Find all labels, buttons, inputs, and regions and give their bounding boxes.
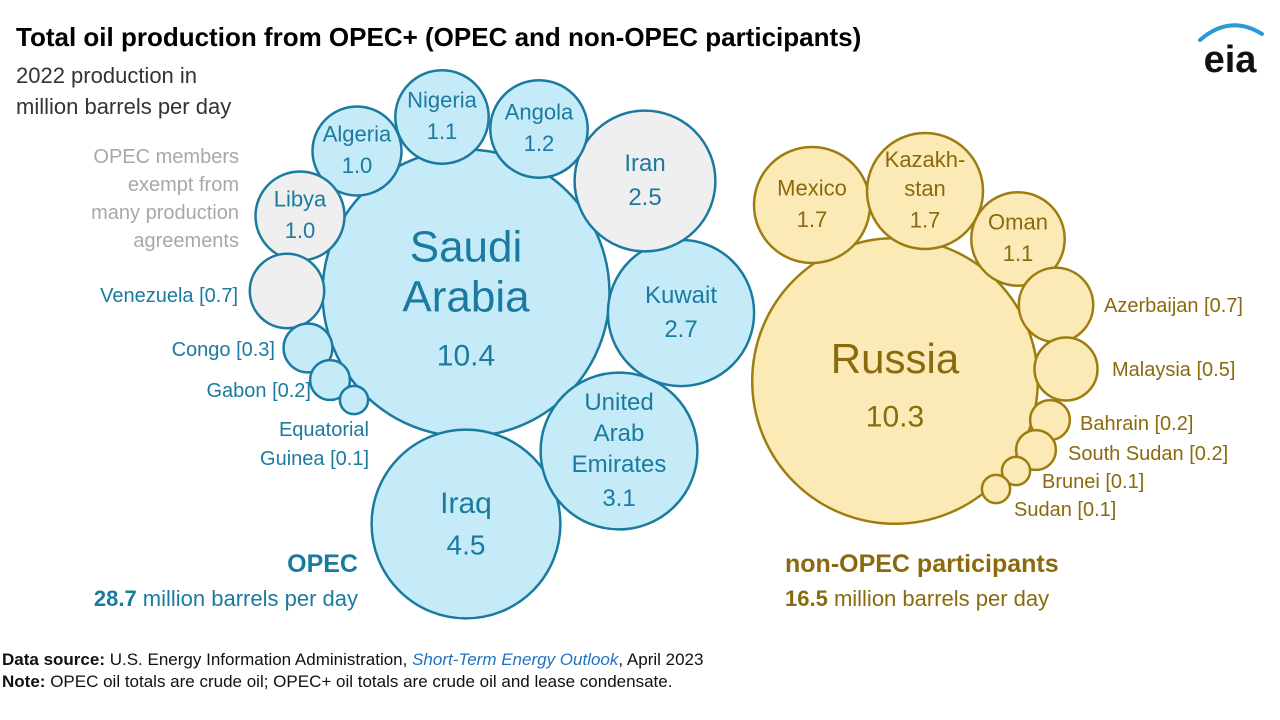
- data-source-label: Data source:: [2, 650, 105, 669]
- bubble-label-kazakhstan: stan: [904, 176, 946, 201]
- nonopec-group-label: non-OPEC participants: [785, 550, 1059, 578]
- bubble-congo: [282, 322, 334, 374]
- bubble-value-oman: 1.1: [1003, 241, 1034, 266]
- bubble-kazakhstan: [865, 131, 985, 251]
- bubble-azerbaijan: [1017, 266, 1095, 344]
- data-source-text: U.S. Energy Information Administration,: [109, 650, 408, 669]
- bubble-value-mexico: 1.7: [797, 207, 828, 232]
- bubble-venezuela: [248, 252, 326, 330]
- bubble-brunei: [1000, 455, 1032, 487]
- bubble-label-iraq: Iraq: [440, 487, 492, 520]
- bubble-sudan: [980, 473, 1012, 505]
- bubble-united-arab-emirates: [539, 371, 699, 531]
- data-source-date: , April 2023: [618, 650, 704, 669]
- bubble-label-venezuela: Venezuela [0.7]: [100, 285, 238, 307]
- opec-group-label: OPEC: [287, 550, 358, 578]
- bubble-angola: [489, 79, 589, 179]
- bubble-equatorial-guinea: [338, 384, 370, 416]
- eia-logo-text: eia: [1204, 39, 1258, 78]
- bubble-label-saudi-arabia: Saudi: [410, 223, 523, 272]
- bubble-value-saudi-arabia: 10.4: [437, 339, 495, 372]
- bubble-kuwait: [606, 238, 756, 388]
- note-label: Note:: [2, 672, 46, 691]
- exempt-note-line: agreements: [133, 230, 239, 252]
- note-line: Note: OPEC oil totals are crude oil; OPE…: [2, 671, 703, 693]
- data-source-line: Data source: U.S. Energy Information Adm…: [2, 649, 703, 671]
- bubble-label-iran: Iran: [624, 150, 665, 177]
- bubble-malaysia: [1033, 336, 1099, 402]
- nonopec-total-unit: million barrels per day: [828, 586, 1049, 611]
- bubble-label-equatorial-guinea: Equatorial: [279, 419, 369, 441]
- bubble-label-brunei: Brunei [0.1]: [1042, 471, 1144, 493]
- bubble-label-azerbaijan: Azerbaijan [0.7]: [1104, 295, 1243, 317]
- data-source-publication: Short-Term Energy Outlook: [412, 650, 619, 669]
- bubble-value-nigeria: 1.1: [427, 119, 458, 144]
- bubble-label-nigeria: Nigeria: [407, 87, 477, 112]
- exempt-note-line: many production: [91, 202, 239, 224]
- bubble-label-south-sudan: South Sudan [0.2]: [1068, 443, 1228, 465]
- bubble-label-oman: Oman: [988, 209, 1048, 234]
- subtitle-line-1: 2022 production in: [16, 63, 198, 88]
- nonopec-total-value: 16.5: [785, 586, 828, 611]
- opec-total-value: 28.7: [94, 586, 137, 611]
- bubble-label-united-arab-emirates: Emirates: [572, 451, 667, 478]
- bubble-algeria: [311, 105, 403, 197]
- bubble-gabon: [308, 358, 352, 402]
- bubble-label-congo: Congo [0.3]: [172, 339, 275, 361]
- bubble-iran: [573, 109, 717, 253]
- bubble-label-gabon: Gabon [0.2]: [206, 380, 311, 402]
- bubble-label-sudan: Sudan [0.1]: [1014, 499, 1116, 521]
- bubble-label-kazakhstan: Kazakh-: [885, 147, 966, 172]
- chart-subtitle: 2022 production in million barrels per d…: [16, 60, 316, 122]
- nonopec-total: 16.5 million barrels per day: [785, 586, 1049, 611]
- opec-total: 28.7 million barrels per day: [94, 586, 358, 611]
- eia-logo-arc: [1198, 23, 1264, 42]
- exempt-note-line: OPEC members: [93, 146, 239, 168]
- bubble-value-russia: 10.3: [866, 401, 924, 434]
- bubble-label-equatorial-guinea: Guinea [0.1]: [260, 448, 369, 470]
- bubble-label-libya: Libya: [274, 186, 327, 211]
- bubble-value-kuwait: 2.7: [664, 316, 697, 343]
- subtitle-line-2: million barrels per day: [16, 94, 232, 119]
- chart-footer: Data source: U.S. Energy Information Adm…: [2, 649, 703, 693]
- bubble-label-saudi-arabia: Arabia: [402, 273, 530, 322]
- bubble-label-angola: Angola: [505, 99, 574, 124]
- bubble-value-libya: 1.0: [285, 218, 316, 243]
- chart-title: Total oil production from OPEC+ (OPEC an…: [16, 22, 862, 52]
- bubble-label-united-arab-emirates: United: [584, 389, 653, 416]
- bubble-libya: [254, 170, 346, 262]
- bubble-value-iran: 2.5: [628, 184, 661, 211]
- bubble-label-bahrain: Bahrain [0.2]: [1080, 413, 1193, 435]
- bubble-value-angola: 1.2: [524, 131, 555, 156]
- bubble-iraq: [370, 428, 562, 620]
- note-text: OPEC oil totals are crude oil; OPEC+ oil…: [50, 672, 673, 691]
- exempt-note-line: exempt from: [128, 174, 239, 196]
- bubble-label-kuwait: Kuwait: [645, 282, 717, 309]
- bubble-label-united-arab-emirates: Arab: [594, 420, 645, 447]
- bubble-nigeria: [394, 69, 490, 165]
- eia-logo: eia: [1198, 23, 1264, 78]
- bubble-label-algeria: Algeria: [323, 121, 392, 146]
- bubble-mexico: [752, 145, 872, 265]
- opec-total-unit: million barrels per day: [137, 586, 358, 611]
- bubble-oman: [970, 191, 1066, 287]
- bubble-value-iraq: 4.5: [447, 529, 486, 560]
- bubble-value-algeria: 1.0: [342, 153, 373, 178]
- bubble-value-united-arab-emirates: 3.1: [602, 485, 635, 512]
- bubble-label-malaysia: Malaysia [0.5]: [1112, 359, 1235, 381]
- bubble-value-kazakhstan: 1.7: [910, 208, 941, 233]
- bubble-label-russia: Russia: [831, 335, 960, 382]
- bubble-label-mexico: Mexico: [777, 175, 847, 200]
